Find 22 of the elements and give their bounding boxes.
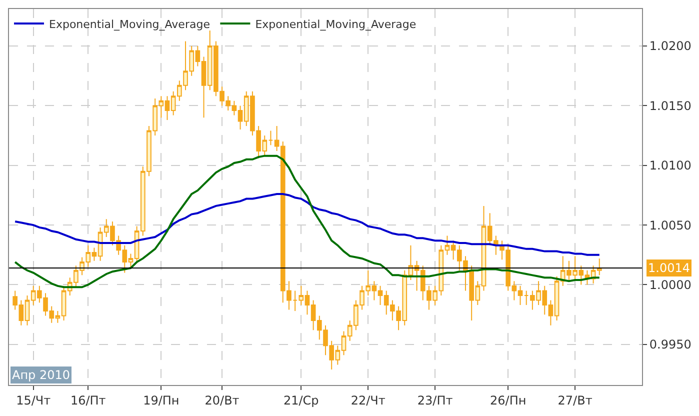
x-tick-label: 26/Пн	[490, 393, 526, 408]
x-tick-label: 21/Ср	[283, 393, 319, 408]
candlestick	[268, 130, 274, 146]
y-tick-label: 1.0000	[649, 278, 692, 292]
x-tick-label: 20/Вт	[204, 393, 240, 408]
y-tick-label: 1.0150	[649, 98, 692, 113]
y-tick-label: 1.0200	[649, 39, 692, 54]
line-series	[14, 193, 600, 256]
legend-label: Exponential_Moving_Average	[255, 18, 416, 31]
x-tick-label: 16/Пт	[70, 393, 106, 408]
ref-line-label: 1.0014	[648, 261, 690, 275]
annotation: Апр 2010	[12, 368, 70, 382]
y-tick-label: 1.0050	[649, 218, 692, 232]
line-series	[14, 154, 600, 288]
x-tick-label: 15/Чт	[16, 393, 51, 408]
legend-label: Exponential_Moving_Average	[49, 18, 210, 31]
x-tick-label: 27/Вт	[558, 393, 592, 408]
y-tick-label: 1.0100	[649, 158, 692, 173]
x-tick-label: 19/Пн	[143, 393, 180, 408]
x-tick-label: 22/Чт	[350, 393, 386, 408]
y-tick-label: 0.9950	[649, 338, 692, 352]
x-tick-label: 23/Пт	[417, 393, 453, 408]
